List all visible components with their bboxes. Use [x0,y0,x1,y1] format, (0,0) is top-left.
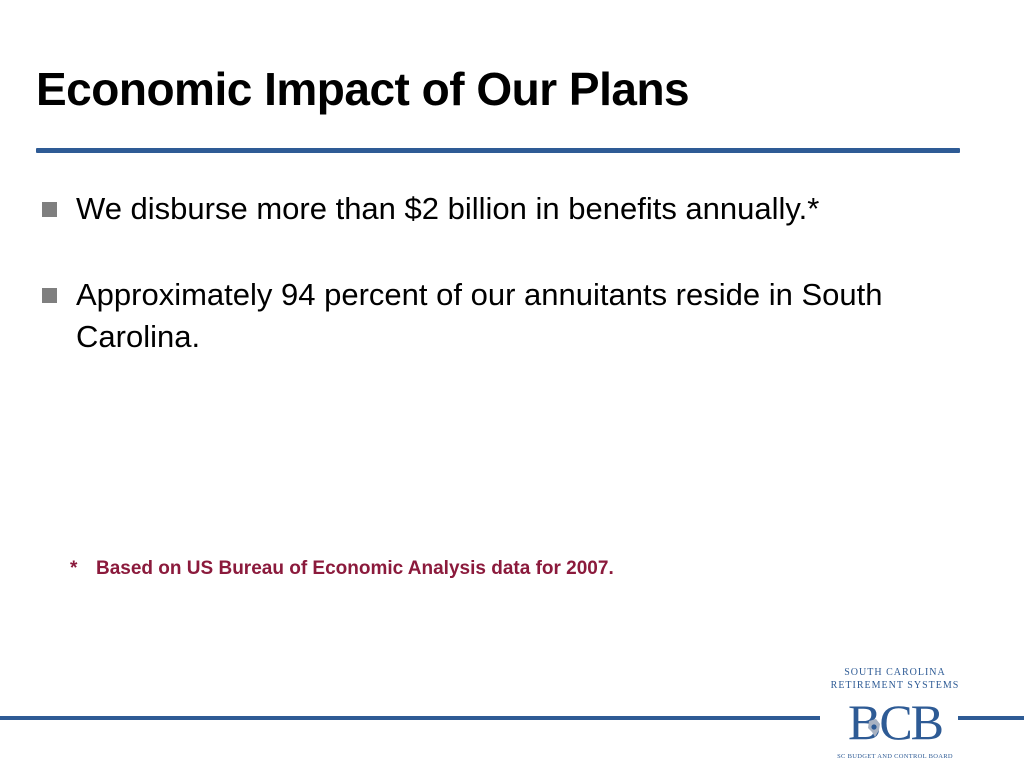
square-bullet-icon [42,202,57,217]
south-carolina-map-icon [868,719,880,737]
bullet-text: We disburse more than $2 billion in bene… [76,191,820,226]
square-bullet-icon [42,288,57,303]
logo-subtitle: SC BUDGET AND CONTROL BOARD [837,753,953,760]
bullet-item: We disburse more than $2 billion in bene… [42,188,942,230]
title-divider [36,148,960,153]
bullet-list: We disburse more than $2 billion in bene… [42,188,942,358]
footnote-marker: * [70,558,78,579]
logo-line-2: RETIREMENT SYSTEMS [830,680,960,691]
footnote-text: Based on US Bureau of Economic Analysis … [96,558,614,579]
footnote: * Based on US Bureau of Economic Analysis… [70,558,614,580]
bullet-item: Approximately 94 percent of our annuitan… [42,274,942,358]
bullet-text: Approximately 94 percent of our annuitan… [76,277,883,354]
footer-divider-left [0,716,820,720]
organization-logo: SOUTH CAROLINA RETIREMENT SYSTEMS BCB SC… [826,664,964,776]
logo-mark: BCB [847,694,944,750]
slide-title: Economic Impact of Our Plans [36,63,690,115]
logo-line-1: SOUTH CAROLINA [844,667,946,678]
footer-divider-right [958,716,1024,720]
